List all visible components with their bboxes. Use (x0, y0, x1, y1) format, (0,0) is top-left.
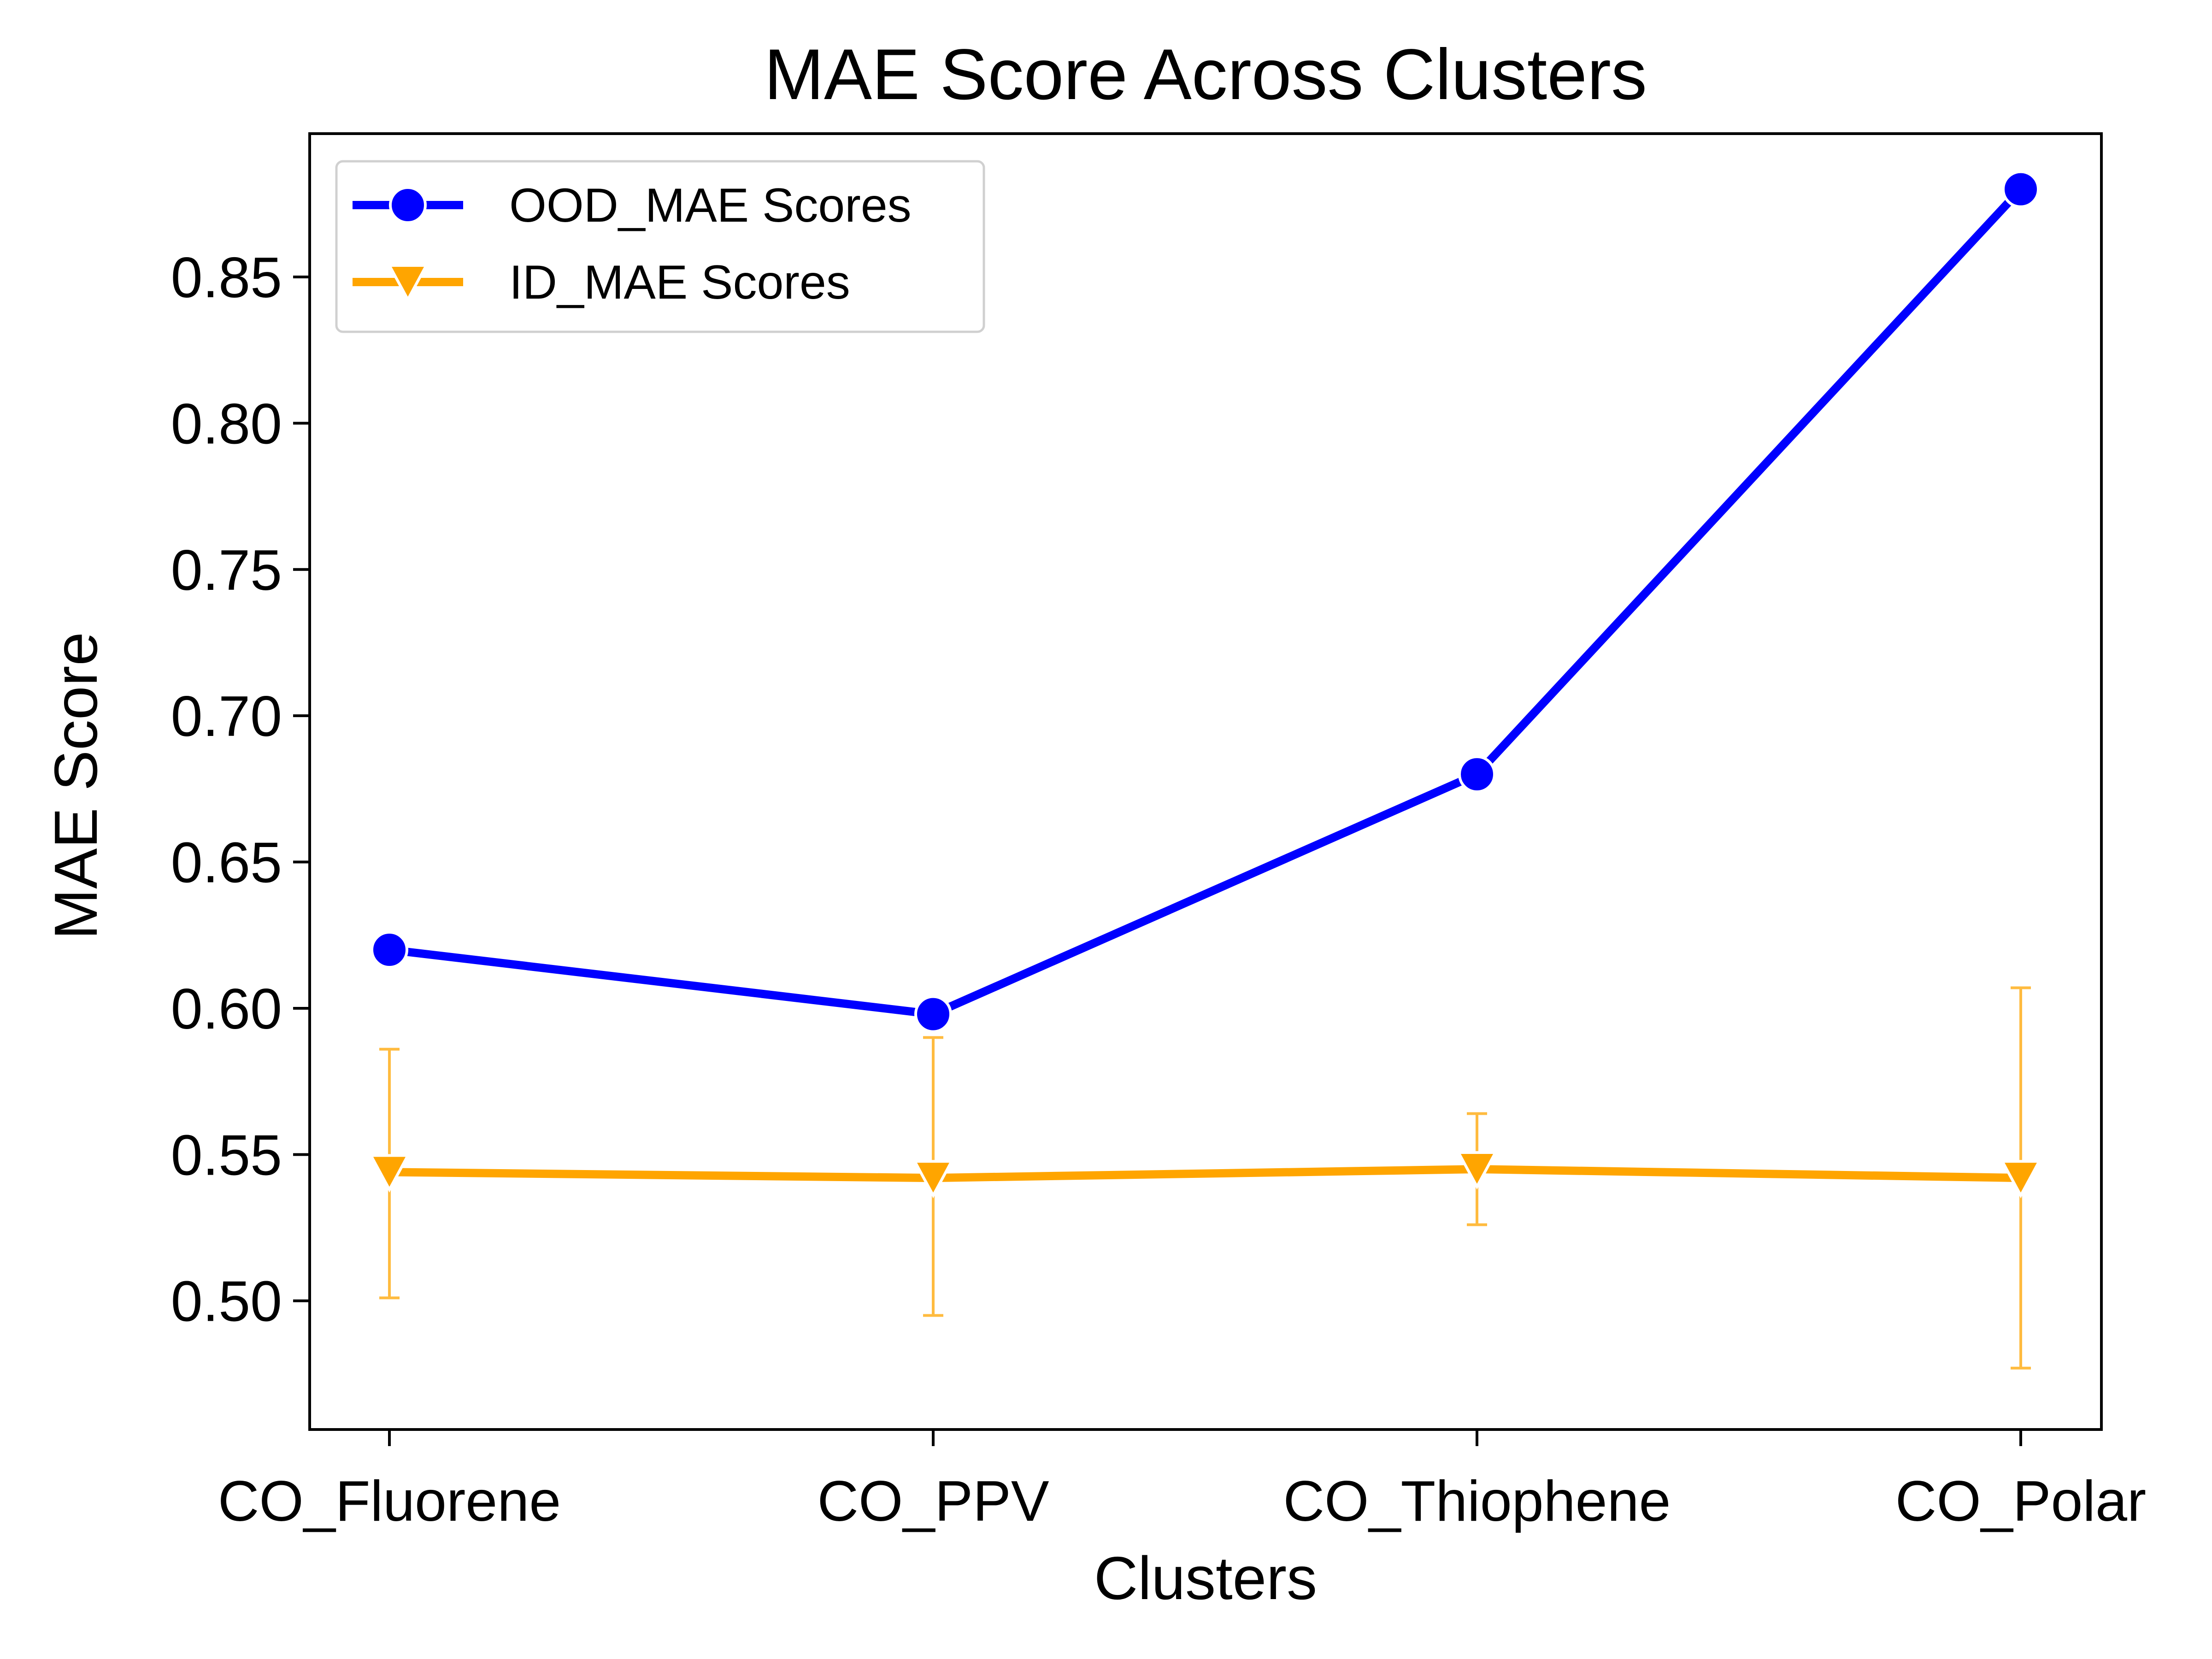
id-mae-point (2000, 1160, 2042, 1199)
y-tick-label: 0.50 (171, 1270, 282, 1334)
ood-mae-point (371, 930, 408, 969)
ood-mae-point (914, 995, 952, 1033)
plot-area (368, 170, 2042, 1370)
legend-frame (335, 160, 985, 333)
y-tick-label: 0.75 (171, 539, 282, 602)
x-tick-label: CO_Polar (1895, 1470, 2146, 1533)
legend: OOD_MAE Scores ID_MAE Scores (335, 160, 985, 333)
y-tick-label: 0.65 (171, 831, 282, 895)
y-tick-label: 0.85 (171, 246, 282, 310)
y-axis-label: MAE Score (42, 632, 110, 940)
ood-mae-point (2002, 170, 2040, 208)
x-axis-ticks: CO_Fluorene CO_PPV CO_Thiophene CO_Polar (218, 1430, 2146, 1533)
legend-marker (389, 186, 427, 224)
y-tick-label: 0.55 (171, 1124, 282, 1187)
id-mae-point (368, 1154, 411, 1193)
x-axis-label: Clusters (1094, 1544, 1317, 1612)
legend-label: OOD_MAE Scores (509, 179, 912, 232)
legend-label: ID_MAE Scores (509, 256, 850, 309)
chart-title: MAE Score Across Clusters (764, 35, 1647, 115)
id-mae-point (912, 1160, 954, 1199)
y-tick-label: 0.60 (171, 977, 282, 1041)
ood-mae-series-line (388, 186, 2024, 1018)
x-tick-label: CO_Thiophene (1283, 1470, 1671, 1533)
x-tick-label: CO_PPV (817, 1470, 1049, 1533)
x-tick-label: CO_Fluorene (218, 1470, 561, 1533)
id-mae-series-line (389, 1165, 2021, 1182)
legend-marker (387, 264, 429, 303)
axes-frame (308, 132, 2103, 1431)
ood-mae-point (1458, 755, 1496, 794)
y-axis-ticks: 0.50 0.55 0.60 0.65 0.70 0.75 0.80 0.85 (171, 246, 310, 1334)
y-tick-label: 0.80 (171, 392, 282, 456)
id-mae-point (1456, 1151, 1498, 1190)
y-tick-label: 0.70 (171, 685, 282, 748)
